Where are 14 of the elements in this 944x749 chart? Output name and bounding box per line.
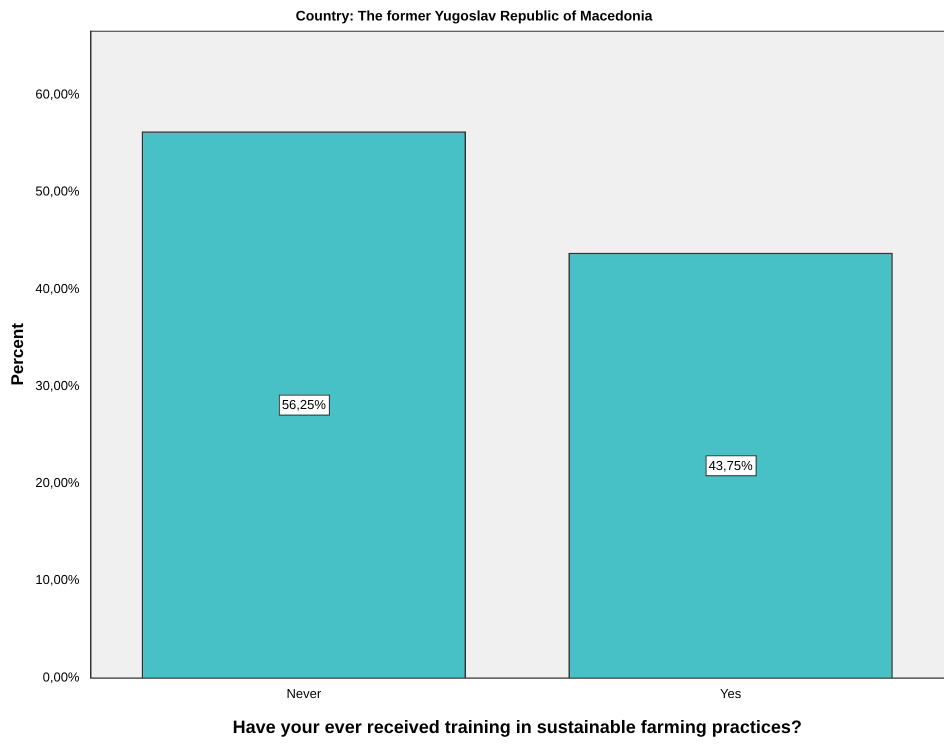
- y-tick-label: 60,00%: [35, 86, 80, 102]
- y-axis-title: Percent: [8, 322, 27, 386]
- y-tick-label: 40,00%: [35, 280, 80, 296]
- x-tick-label: Never: [286, 686, 322, 702]
- y-tick-label: 0,00%: [42, 669, 80, 684]
- data-label: 56,25%: [282, 397, 326, 412]
- y-tick-label: 20,00%: [35, 475, 80, 490]
- x-tick-label: Yes: [720, 686, 742, 702]
- y-tick-label: 50,00%: [35, 184, 80, 199]
- y-tick-label: 30,00%: [35, 378, 80, 393]
- chart-title: Country: The former Yugoslav Republic of Macedonia: [296, 7, 653, 24]
- data-label: 43,75%: [708, 458, 754, 473]
- x-axis-title: Have your ever received training in sustainable farming practices?: [232, 717, 802, 738]
- y-tick-label: 10,00%: [35, 572, 80, 588]
